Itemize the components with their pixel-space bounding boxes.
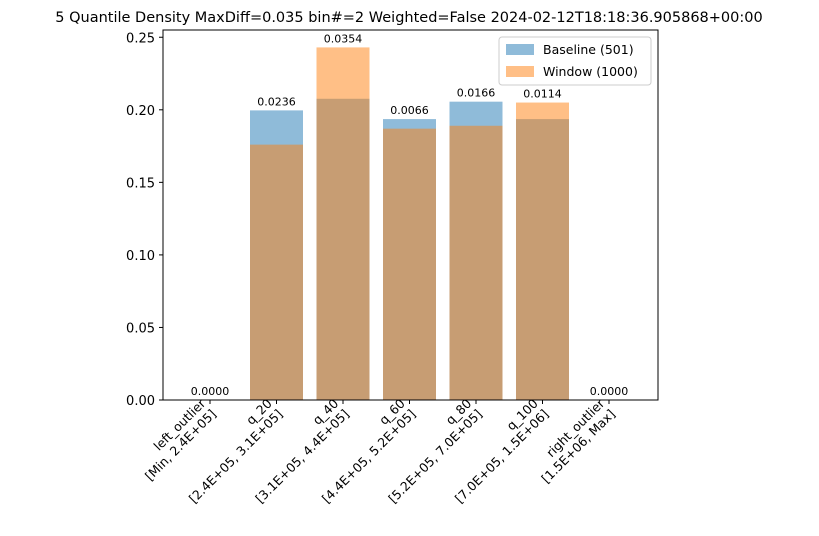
bar-annotation-3: 0.0066 bbox=[390, 104, 429, 117]
bar-annotation-4: 0.0166 bbox=[457, 87, 496, 100]
y-tick-label: 0.05 bbox=[126, 321, 155, 336]
bar-series1-4 bbox=[449, 125, 503, 400]
bar-annotation-1: 0.0236 bbox=[257, 95, 296, 108]
bars-layer bbox=[250, 47, 569, 401]
chart-title: 5 Quantile Density MaxDiff=0.035 bin#=2 … bbox=[55, 10, 762, 26]
bar-annotations: 0.0000 0.0236 0.0354 0.0066 0.0166 0.0114 0.00… bbox=[191, 32, 629, 398]
y-tick-label: 0.15 bbox=[126, 176, 155, 191]
bar-annotation-0: 0.0000 bbox=[191, 385, 230, 398]
bar-series1-2 bbox=[316, 47, 370, 400]
plot-frame bbox=[162, 29, 659, 401]
bar-annotation-6: 0.0000 bbox=[590, 385, 629, 398]
legend-label-0: Baseline (501) bbox=[543, 42, 634, 57]
legend-box bbox=[498, 36, 652, 86]
y-tick-label: 0.25 bbox=[126, 31, 155, 46]
bar-annotation-2: 0.0354 bbox=[324, 32, 363, 45]
y-tick-label: 0.00 bbox=[126, 394, 155, 409]
y-axis: 0.00 0.05 0.10 0.15 0.20 0.25 bbox=[126, 31, 163, 409]
legend-swatch-1 bbox=[506, 66, 534, 77]
y-tick-label: 0.20 bbox=[126, 104, 155, 119]
legend-label-1: Window (1000) bbox=[543, 64, 638, 79]
bar-series1-5 bbox=[516, 102, 569, 401]
legend-swatch-0 bbox=[506, 44, 534, 55]
x-axis: left_outlier[Min, 2.4E+05] q_20[2.4E+05, … bbox=[142, 395, 618, 506]
bar-annotation-5: 0.0114 bbox=[523, 88, 562, 101]
legend: Baseline (501) Window (1000) bbox=[498, 36, 652, 86]
bar-series1-1 bbox=[250, 144, 303, 400]
y-tick-label: 0.10 bbox=[126, 249, 155, 264]
bar-series1-3 bbox=[383, 128, 436, 400]
